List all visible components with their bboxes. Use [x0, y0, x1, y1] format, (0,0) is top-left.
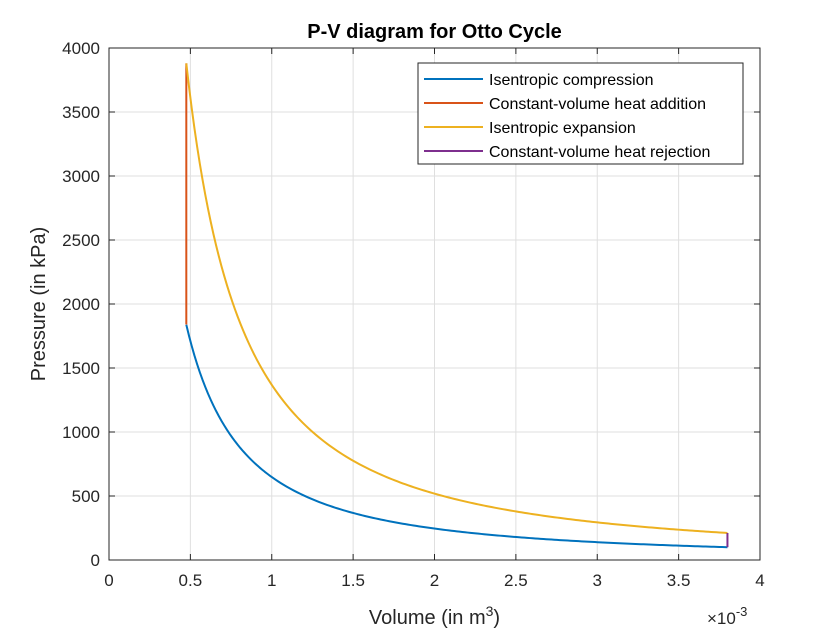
x-tick-label: 2	[430, 571, 439, 590]
x-tick-label: 1	[267, 571, 276, 590]
y-tick-label: 3000	[62, 167, 100, 186]
x-axis-label: Volume (in m3)	[369, 603, 500, 629]
x-axis-label-main: Volume (in m	[369, 607, 486, 629]
series-line-2	[185, 63, 728, 534]
x-axis-exponent-power: -3	[736, 604, 748, 619]
legend: Isentropic compression Constant-volume h…	[417, 62, 744, 165]
y-tick-label: 0	[91, 551, 100, 570]
x-axis-exponent-base: ×10	[707, 609, 736, 628]
x-tick-label: 2.5	[504, 571, 528, 590]
y-axis-label: Pressure (in kPa)	[28, 227, 50, 382]
legend-label-heat-addition: Constant-volume heat addition	[489, 96, 706, 113]
x-tick-label: 1.5	[341, 571, 365, 590]
legend-box	[417, 62, 744, 165]
y-tick-label: 4000	[62, 39, 100, 58]
y-tick-label: 1500	[62, 359, 100, 378]
x-axis-exponent: ×10-3	[707, 604, 747, 628]
legend-label-isentropic-compression: Isentropic compression	[489, 72, 654, 89]
y-tick-label: 2500	[62, 231, 100, 250]
y-tick-label: 3500	[62, 103, 100, 122]
y-tick-label: 2000	[62, 295, 100, 314]
chart-title: P-V diagram for Otto Cycle	[307, 21, 562, 43]
legend-label-heat-rejection: Constant-volume heat rejection	[489, 144, 710, 161]
y-tick-label: 500	[72, 487, 100, 506]
x-tick-label: 3	[593, 571, 602, 590]
x-tick-label: 0.5	[179, 571, 203, 590]
x-tick-label: 0	[104, 571, 113, 590]
x-axis-label-end: )	[493, 607, 500, 629]
series-line-0	[185, 324, 728, 549]
legend-label-isentropic-expansion: Isentropic expansion	[489, 120, 636, 137]
x-axis-label-sup: 3	[486, 603, 494, 619]
x-tick-label: 4	[755, 571, 764, 590]
series-layer	[185, 63, 729, 549]
tick-labels: 0 0.5 1 1.5 2 2.5 3 3.5 4 0 500 1000 1500 2000 2500 300…	[62, 39, 765, 590]
ticks	[108, 47, 761, 561]
y-tick-label: 1000	[62, 423, 100, 442]
x-tick-label: 3.5	[667, 571, 691, 590]
